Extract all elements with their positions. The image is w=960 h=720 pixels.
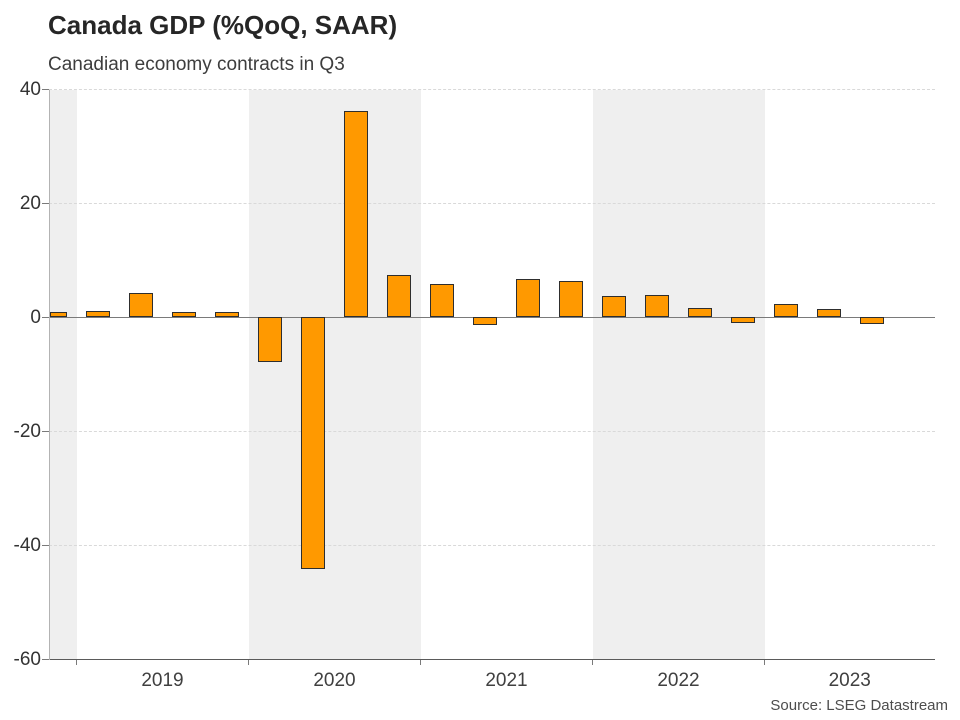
bar-2022-Q1 <box>602 295 626 318</box>
bar-2020-Q1 <box>258 317 282 363</box>
x-axis-label: 2023 <box>828 670 871 692</box>
gridline--20 <box>49 430 935 432</box>
chart-subtitle: Canadian economy contracts in Q3 <box>48 54 345 75</box>
y-tick-mark <box>42 658 49 661</box>
y-tick-mark <box>42 544 49 547</box>
bar-2023-Q3 <box>860 317 884 325</box>
bar-2021-Q3 <box>516 279 540 318</box>
x-tick-mark <box>591 660 594 666</box>
bar-2019-Q3 <box>172 311 196 318</box>
bar-2019-Q1 <box>86 311 110 318</box>
y-axis-line <box>48 89 50 661</box>
bar-2019-Q2 <box>129 292 153 318</box>
y-axis-label: -60 <box>13 648 41 670</box>
y-axis-label: 20 <box>19 192 41 214</box>
y-axis-label: 40 <box>19 79 41 100</box>
bar-2021-Q4 <box>559 280 583 318</box>
gridline-40 <box>49 89 935 90</box>
y-axis-label: 0 <box>30 306 41 328</box>
y-tick-mark <box>42 202 49 205</box>
bar-2020-Q2 <box>301 317 325 570</box>
bar-2019-Q4 <box>215 311 239 318</box>
bar-2023-Q1 <box>774 303 798 318</box>
x-tick-mark <box>75 660 78 666</box>
bar-2020-Q4 <box>387 274 411 318</box>
x-axis-line <box>49 658 935 661</box>
bar-2020-Q3 <box>344 111 368 318</box>
y-tick-mark <box>42 316 49 319</box>
bar-2022-Q3 <box>688 307 712 318</box>
bar-2018-Q4 <box>50 312 67 318</box>
bar-2021-Q2 <box>473 317 497 326</box>
year-band-2018 <box>49 89 77 660</box>
bar-2022-Q2 <box>645 295 669 318</box>
x-axis-label: 2021 <box>485 670 528 692</box>
year-band-2022 <box>592 89 765 660</box>
bar-2021-Q1 <box>430 284 454 318</box>
x-tick-mark <box>247 660 250 666</box>
year-band-2020 <box>248 89 421 660</box>
y-axis-label: -20 <box>13 420 41 442</box>
x-tick-mark <box>763 660 766 666</box>
x-axis-label: 2020 <box>313 670 356 692</box>
bar-2022-Q4 <box>731 317 755 324</box>
x-axis-label: 2019 <box>141 670 184 692</box>
chart-title: Canada GDP (%QoQ, SAAR) <box>48 10 398 40</box>
y-axis-label: -40 <box>13 534 41 556</box>
y-tick-mark <box>42 430 49 433</box>
y-tick-mark <box>42 88 49 91</box>
gridline--40 <box>49 544 935 546</box>
x-tick-mark <box>419 660 422 666</box>
bar-2023-Q2 <box>817 309 841 318</box>
source-credit: Source: LSEG Datastream <box>770 697 948 714</box>
x-axis-label: 2022 <box>657 670 700 692</box>
gridline-20 <box>49 202 935 204</box>
